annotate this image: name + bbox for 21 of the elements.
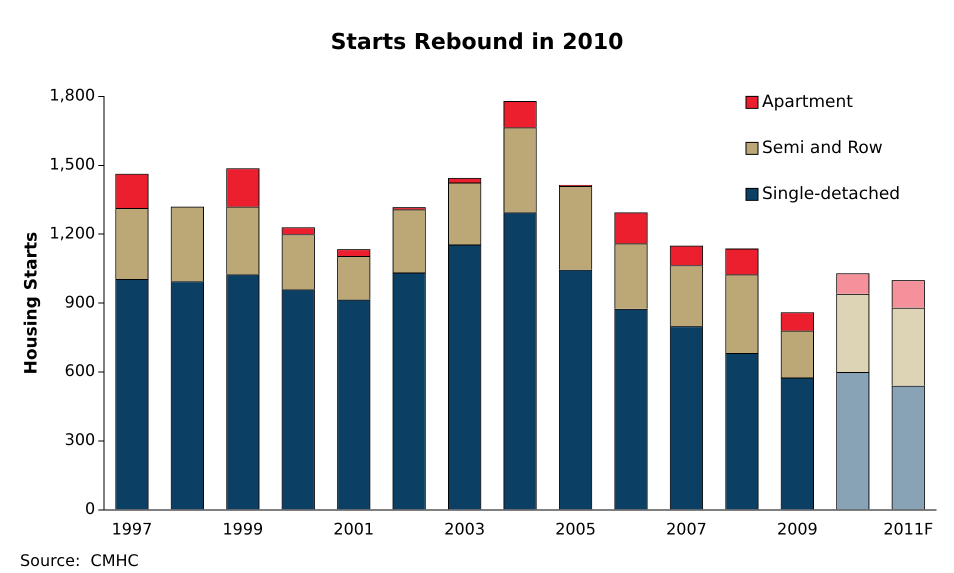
source-note: Source: CMHC — [20, 551, 139, 570]
x-tick-label: 1997 — [112, 520, 152, 539]
x-tick-label: 2005 — [555, 520, 596, 539]
y-axis-title: Housing Starts — [22, 232, 42, 374]
x-tick-label: 2009 — [777, 520, 818, 539]
x-tick-label: 2007 — [666, 520, 707, 539]
x-tick-label: 2003 — [444, 520, 486, 539]
y-tick-label: 900 — [64, 292, 96, 312]
y-tick-label: 300 — [64, 430, 96, 450]
y-tick-label: 1,200 — [49, 223, 96, 242]
y-tick-label: 1,800 — [49, 86, 96, 105]
y-tick-label: 0 — [85, 498, 96, 518]
legend-label: Apartment — [762, 92, 854, 112]
y-tick-label: 1,500 — [49, 154, 96, 174]
x-tick-label: 2001 — [333, 520, 374, 539]
legend-label: Single-detached — [762, 184, 900, 204]
y-tick-label: 600 — [64, 361, 96, 380]
x-tick-label: 2011F — [883, 520, 934, 539]
legend-label: Semi and Row — [762, 138, 883, 158]
chart-title: Starts Rebound in 2010 — [330, 30, 624, 55]
x-tick-label: 1999 — [222, 520, 264, 539]
